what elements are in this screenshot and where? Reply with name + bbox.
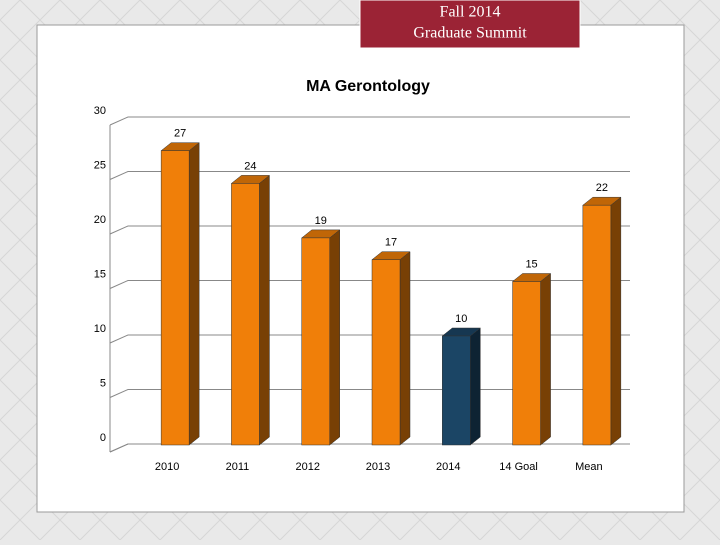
grid-line (109, 171, 630, 180)
chart-title: MA Gerontology (306, 78, 430, 95)
value-label: 22 (596, 182, 608, 194)
bar-side (610, 196, 622, 446)
bar (231, 183, 260, 446)
y-tick-label: 15 (94, 268, 106, 280)
x-tick-label: Mean (575, 461, 603, 473)
header-line: Fall 2014 (440, 4, 501, 21)
y-tick-label: 0 (100, 432, 106, 444)
value-label: 27 (174, 128, 186, 140)
x-tick-label: 2011 (226, 461, 250, 473)
slide-frame (36, 24, 685, 513)
grid-line (109, 225, 630, 235)
plot: 0 5 10 15 20 25 30 2010 27 2011 24 2012 19 2013 17 2014… (94, 105, 630, 473)
value-label: 10 (455, 313, 467, 325)
y-tick-label: 25 (94, 159, 106, 171)
bar (582, 204, 612, 446)
y-tick-label: 30 (94, 105, 106, 117)
bar-side (470, 327, 481, 446)
y-tick-label: 5 (100, 377, 106, 389)
x-tick-label: 2012 (295, 461, 319, 473)
value-label: 24 (244, 160, 256, 172)
y-tick-label: 20 (94, 214, 106, 226)
value-label: 15 (525, 258, 537, 270)
grid-line (109, 280, 630, 289)
bar (512, 281, 541, 446)
bar (160, 150, 190, 446)
bar-side (188, 142, 200, 446)
x-tick-label: 14 Goal (499, 461, 538, 473)
bar-side (259, 174, 270, 446)
value-label: 17 (385, 237, 397, 249)
bar (442, 335, 471, 446)
grid-line (109, 116, 630, 126)
x-tick-label: 2010 (155, 461, 179, 473)
header-box (359, 0, 581, 49)
x-tick-label: 2014 (436, 461, 460, 473)
bar (301, 237, 330, 446)
value-label: 19 (315, 215, 327, 227)
x-tick-label: 2013 (366, 461, 390, 473)
header-line: Graduate Summit (413, 25, 527, 42)
bar-side (399, 251, 411, 446)
bar-side (540, 272, 551, 446)
bar (371, 259, 401, 446)
y-tick-label: 10 (94, 323, 106, 335)
bar-side (329, 229, 340, 446)
